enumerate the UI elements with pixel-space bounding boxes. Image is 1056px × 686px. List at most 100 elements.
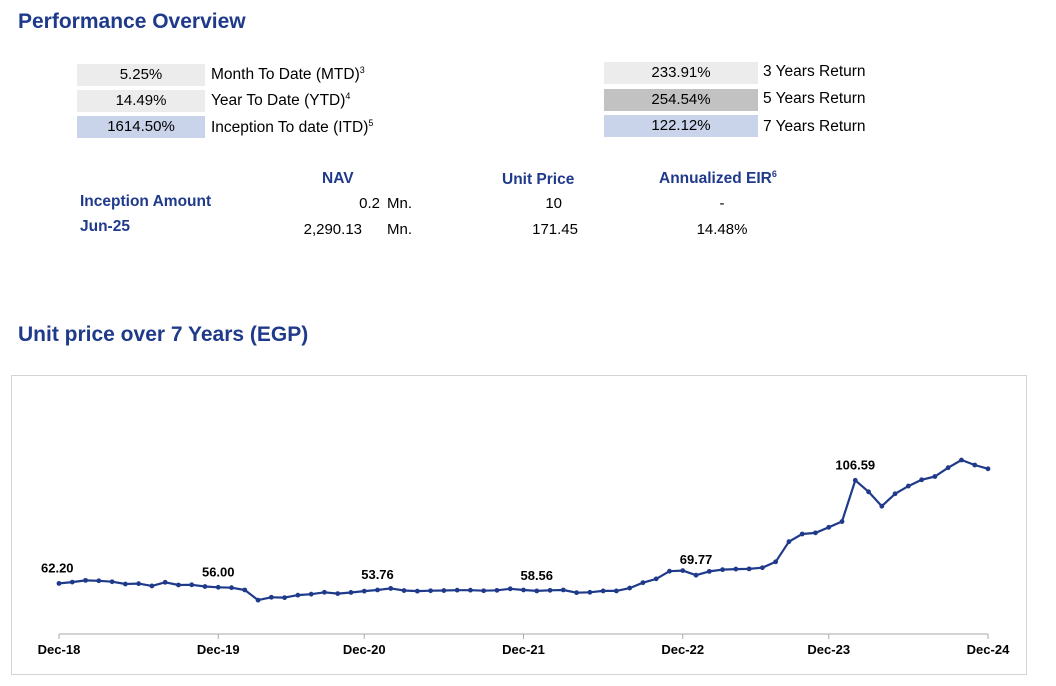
data-point	[507, 586, 513, 592]
return-7y-label: 7 Years Return	[763, 118, 866, 135]
row-label-inception: Inception Amount	[80, 193, 212, 210]
data-label: 58.56	[520, 568, 553, 583]
data-point	[746, 566, 752, 572]
data-point	[149, 583, 155, 589]
data-point	[69, 579, 75, 585]
data-point	[176, 582, 181, 588]
data-point	[414, 588, 420, 594]
x-tick-label: Dec-21	[502, 642, 545, 657]
data-point	[361, 588, 367, 594]
data-point	[892, 491, 898, 497]
data-point	[481, 588, 487, 594]
ytd-value: 14.49%	[77, 90, 205, 112]
data-point	[587, 589, 593, 595]
data-point	[521, 587, 526, 593]
data-point	[388, 586, 394, 591]
performance-title: Performance Overview	[18, 10, 246, 33]
data-point	[348, 590, 354, 595]
data-point	[985, 466, 991, 472]
data-point	[83, 577, 88, 583]
itd-label: Inception To date (ITD)5	[211, 117, 374, 136]
nav-header: NAV	[322, 170, 354, 187]
data-point	[959, 457, 964, 463]
data-point	[96, 578, 102, 584]
data-point	[255, 597, 261, 603]
data-point	[56, 581, 62, 586]
unit-price-header: Unit Price	[502, 171, 575, 188]
data-point	[335, 591, 341, 597]
data-point	[308, 591, 314, 597]
data-point	[295, 592, 301, 598]
data-point	[547, 587, 553, 593]
data-point	[454, 587, 460, 593]
data-point	[215, 584, 221, 590]
data-point	[560, 587, 566, 593]
x-tick-label: Dec-22	[661, 642, 704, 657]
chart-area: Dec-18 Dec-19 Dec-20 Dec-21 Dec-22 Dec-23 Dec-…	[11, 364, 1035, 675]
data-point	[905, 483, 911, 489]
data-point	[693, 572, 699, 578]
jun25-eir: 14.48%	[696, 221, 748, 238]
return-5y-value: 254.54%	[604, 89, 758, 111]
data-point	[242, 587, 248, 593]
data-label: 106.59	[835, 457, 875, 472]
data-point	[600, 588, 606, 594]
return-5y-label: 5 Years Return	[763, 90, 866, 107]
inception-unit: Mn.	[387, 195, 413, 212]
data-point	[202, 584, 208, 589]
data-point	[759, 565, 765, 571]
jun25-nav: 2,290.13	[303, 221, 362, 238]
data-point	[706, 568, 712, 574]
data-point	[932, 474, 938, 479]
data-point	[614, 588, 619, 594]
data-point	[720, 567, 725, 573]
data-point	[972, 462, 978, 468]
data-point	[627, 585, 633, 591]
data-point	[322, 589, 327, 595]
x-tick-label: Dec-20	[343, 642, 386, 657]
data-label: 62.20	[41, 560, 74, 575]
x-tick-label: Dec-19	[197, 642, 240, 657]
data-point	[109, 579, 115, 585]
data-label: 69.77	[680, 552, 713, 567]
data-point	[282, 595, 288, 601]
data-point	[162, 579, 168, 585]
data-point	[268, 594, 274, 600]
row-label-jun25: Jun-25	[80, 218, 130, 235]
ytd-label: Year To Date (YTD)4	[211, 90, 351, 109]
data-point	[229, 585, 234, 591]
data-point	[653, 576, 659, 582]
jun25-unit-price: 171.45	[532, 221, 578, 238]
data-point	[401, 588, 407, 593]
data-point	[879, 503, 885, 509]
itd-value: 1614.50%	[77, 116, 205, 138]
data-point	[640, 580, 646, 586]
data-point	[494, 587, 500, 593]
unit-price-line-chart: Dec-18 Dec-19 Dec-20 Dec-21 Dec-22 Dec-23 Dec-…	[38, 364, 1035, 657]
data-point	[375, 587, 380, 593]
data-point	[441, 588, 447, 593]
data-point	[468, 587, 473, 593]
return-3y-label: 3 Years Return	[763, 63, 866, 80]
data-point	[799, 531, 805, 537]
inception-unit-price: 10	[545, 195, 562, 212]
chart-title: Unit price over 7 Years (EGP)	[18, 323, 309, 346]
data-point	[786, 539, 792, 545]
mtd-value: 5.25%	[77, 64, 205, 86]
x-tick-label: Dec-24	[967, 642, 1010, 657]
data-point	[574, 590, 579, 596]
data-point	[852, 477, 858, 483]
data-label: 149.75	[995, 376, 1026, 379]
data-label: 53.76	[361, 567, 394, 582]
return-7y-value: 122.12%	[604, 115, 758, 137]
data-point	[534, 588, 540, 594]
data-point	[189, 582, 195, 588]
data-point	[122, 581, 128, 587]
data-point	[839, 519, 845, 524]
data-point	[667, 568, 672, 574]
eir-header: Annualized EIR6	[659, 168, 777, 187]
data-point	[826, 524, 832, 530]
data-point	[136, 581, 142, 587]
data-point	[919, 477, 925, 483]
x-tick-label: Dec-23	[807, 642, 850, 657]
